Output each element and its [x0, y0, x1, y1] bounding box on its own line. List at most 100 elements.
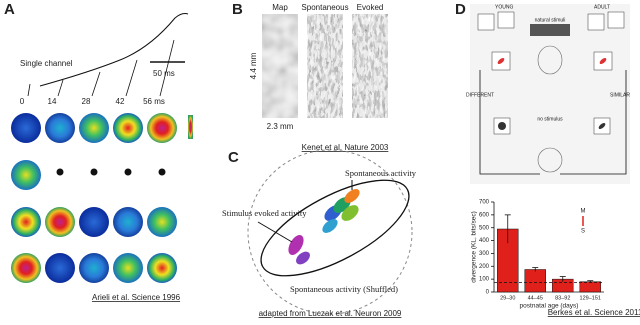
- trace: [39, 13, 189, 87]
- cluster: [322, 219, 338, 233]
- map: [147, 253, 177, 283]
- time-label: 56 ms: [143, 97, 165, 106]
- citation: Berkes et al. Science 2011: [548, 308, 640, 317]
- cluster: [344, 189, 360, 203]
- map: [11, 253, 41, 283]
- legend-label: S: [581, 229, 585, 235]
- arrow: [159, 39, 175, 97]
- panel-label: D: [455, 1, 466, 18]
- dot: [158, 168, 166, 176]
- shuffled-circle: [247, 149, 413, 315]
- y-tick-label: 100: [479, 277, 490, 283]
- pointer: [257, 221, 293, 243]
- y-tick-label: 500: [479, 225, 490, 231]
- time-label: 28: [82, 97, 91, 106]
- height-label: 4.4 mm: [249, 52, 258, 79]
- map: [147, 207, 177, 237]
- stimuli-images: [530, 24, 570, 36]
- distribution-box: [607, 11, 625, 29]
- cluster: [341, 205, 359, 221]
- panel-label: B: [232, 1, 243, 18]
- map: [45, 113, 75, 143]
- x-tick-label: 129–151: [580, 295, 601, 301]
- citation: adapted from Luczak et al. Neuron 2009: [259, 309, 402, 318]
- shuffled-label: Spontaneous activity (Shuffled): [290, 284, 398, 294]
- similar-label: SIMILAR: [610, 92, 630, 98]
- error-bar: [532, 267, 539, 272]
- width-label: 2.3 mm: [267, 122, 294, 131]
- time-label: 14: [48, 97, 57, 106]
- distribution-box: [497, 11, 515, 29]
- distribution-box: [477, 13, 495, 31]
- colorbar: [188, 115, 193, 139]
- map: [11, 207, 41, 237]
- time-label: 42: [116, 97, 125, 106]
- map: [11, 160, 41, 190]
- error-bar: [559, 276, 566, 282]
- map: [113, 207, 143, 237]
- arrow: [125, 59, 138, 97]
- panel-a: A Single channel 50 ms 0 14 28 42 56 ms Arie…: [4, 1, 193, 302]
- arrow: [57, 79, 64, 97]
- x-tick-label: 44–45: [528, 295, 543, 301]
- cluster: [296, 251, 310, 265]
- panel-d: D YOUNG ADULT natural stimuli no stimulu…: [455, 1, 640, 317]
- blob: [497, 58, 505, 64]
- channel-label: Single channel: [20, 59, 73, 68]
- citation: Arieli et al. Science 1996: [92, 293, 181, 302]
- arrow: [27, 83, 31, 97]
- maps: [11, 113, 193, 283]
- stimuli-label: natural stimuli: [535, 17, 566, 23]
- blob: [598, 123, 606, 129]
- blob: [599, 58, 607, 64]
- brain: [537, 147, 563, 173]
- map-image: [262, 14, 298, 118]
- map: [79, 207, 109, 237]
- y-tick-label: 700: [479, 200, 490, 206]
- adult-label: ADULT: [594, 4, 610, 10]
- map: [45, 207, 75, 237]
- x-tick-label: 83–92: [555, 295, 570, 301]
- map: [113, 113, 143, 143]
- different-label: DIFFERENT: [466, 92, 494, 98]
- bar-chart: 0 100 200 300 400 500 600 700 29–30 44–45 83–92 129…: [471, 200, 604, 310]
- map: [147, 113, 177, 143]
- column-label: Evoked: [357, 3, 384, 12]
- time-label: 0: [20, 97, 25, 106]
- cluster: [288, 235, 304, 255]
- young-label: YOUNG: [495, 4, 513, 10]
- dot: [124, 168, 132, 176]
- map: [113, 253, 143, 283]
- y-tick-label: 300: [479, 251, 490, 257]
- spontaneous-label: Spontaneous activity: [345, 168, 417, 178]
- error-bar: [504, 214, 511, 244]
- panel-b: B Map Spontaneous Evoked 4.4 mm 2.3 mm K…: [232, 1, 389, 152]
- y-tick-label: 600: [479, 212, 490, 218]
- panel-label: A: [4, 1, 15, 18]
- evoked-label: Stimulus evoked activity: [222, 208, 307, 218]
- distribution-box: [587, 13, 605, 31]
- panel-label: C: [228, 149, 239, 166]
- citation: Kenet et al. Nature 2003: [302, 143, 389, 152]
- time-labels: 0 14 28 42 56 ms: [20, 39, 175, 106]
- column-label: Spontaneous: [301, 3, 348, 12]
- arrow: [91, 71, 101, 97]
- bar: [524, 269, 546, 293]
- y-tick-label: 200: [479, 264, 490, 270]
- bar: [579, 281, 601, 293]
- panel-c: C Spontaneous activity Stimulus evoked a…: [222, 149, 417, 318]
- x-tick-label: 29–30: [500, 295, 515, 301]
- connector: [479, 70, 540, 175]
- y-tick-label: 400: [479, 238, 490, 244]
- dot: [56, 168, 64, 176]
- y-axis-label: divergence (KL, bits/sec): [471, 211, 478, 283]
- y-tick-label: 0: [486, 290, 490, 296]
- spontaneous-ellipse: [260, 179, 410, 277]
- map: [11, 113, 41, 143]
- map: [79, 253, 109, 283]
- no-stimulus-label: no stimulus: [537, 116, 563, 122]
- x-axis-label: postnatal age (days): [520, 303, 579, 310]
- scale-label: 50 ms: [153, 69, 175, 78]
- dot: [90, 168, 98, 176]
